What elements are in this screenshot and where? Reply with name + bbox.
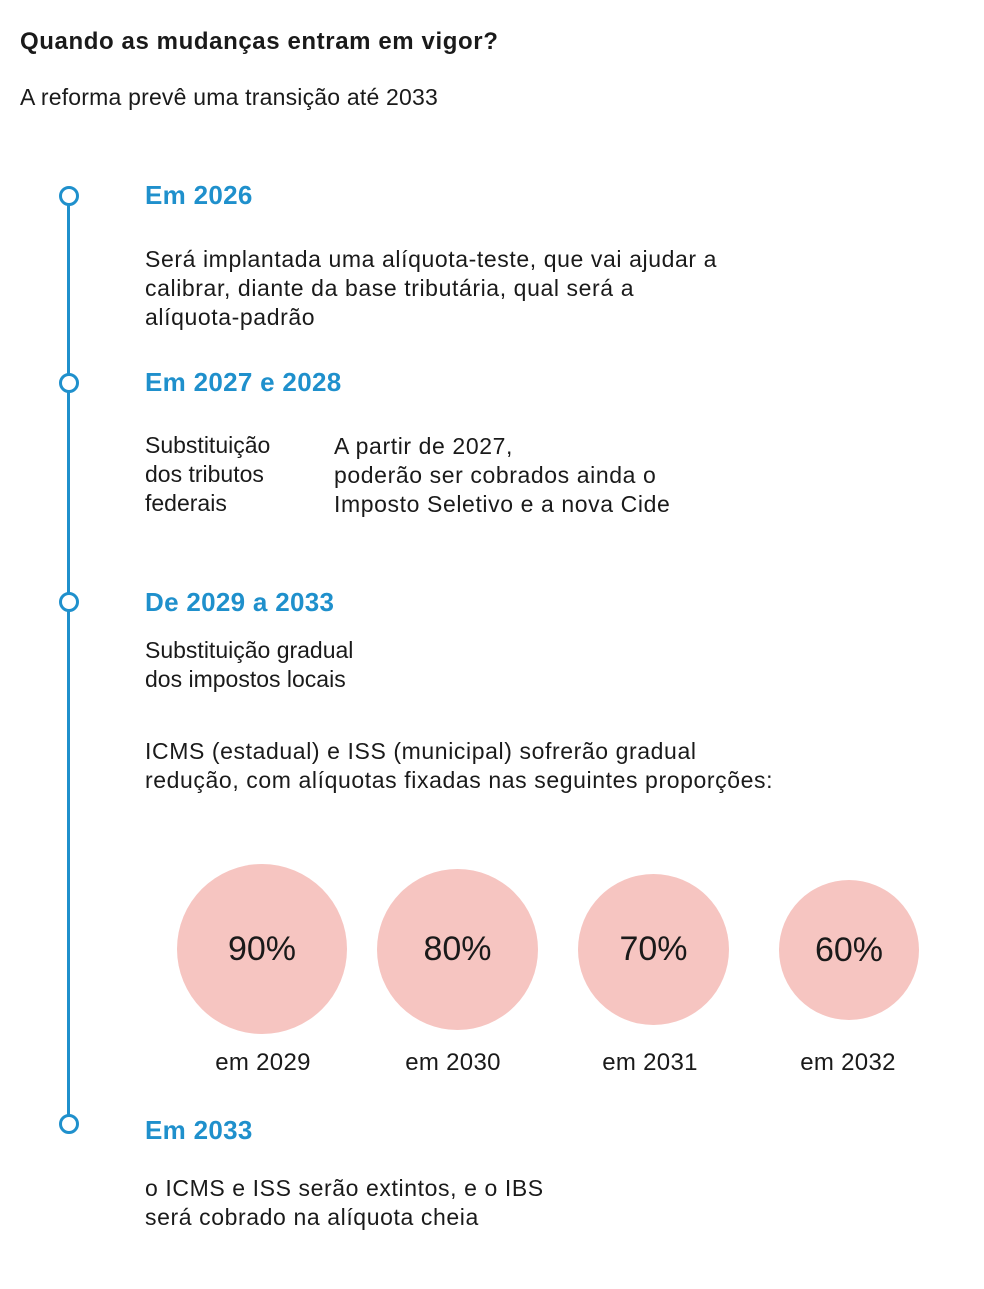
proportion-circle-2029: 90% <box>177 864 347 1034</box>
stage-text-2026: Será implantada uma alíquota-teste, que … <box>145 246 718 330</box>
stage-text-2029-2033: ICMS (estadual) e ISS (municipal) sofrer… <box>145 738 774 793</box>
timeline-marker-2029-2033 <box>59 592 79 612</box>
proportion-value-2031: 70% <box>619 930 688 968</box>
stage-label-2027-2028: Substituição dos tributos federais <box>145 432 271 516</box>
proportion-circle-2032: 60% <box>779 880 919 1020</box>
stage-text-2027-2028: A partir de 2027, poderão ser cobrados a… <box>334 433 671 517</box>
timeline-line <box>67 197 70 1123</box>
stage-text-2033: o ICMS e ISS serão extintos, e o IBS ser… <box>145 1175 544 1230</box>
proportion-year-2031: em 2031 <box>602 1049 698 1076</box>
proportion-value-2030: 80% <box>423 930 492 968</box>
stage-title-2026: Em 2026 <box>145 180 253 210</box>
timeline-marker-2027-2028 <box>59 373 79 393</box>
proportion-value-2029: 90% <box>227 929 297 968</box>
proportion-year-2032: em 2032 <box>800 1049 896 1076</box>
page-subtitle: A reforma prevê uma transição até 2033 <box>20 84 438 110</box>
stage-title-2029-2033: De 2029 a 2033 <box>145 587 335 617</box>
timeline-marker-2033 <box>59 1114 79 1134</box>
proportion-circle-2031: 70% <box>578 874 729 1025</box>
stage-label-2029-2033: Substituição gradual dos impostos locais <box>145 637 354 692</box>
proportion-year-2029: em 2029 <box>215 1049 311 1076</box>
proportion-value-2032: 60% <box>814 930 884 969</box>
page-title: Quando as mudanças entram em vigor? <box>20 28 499 55</box>
proportion-circle-2030: 80% <box>377 869 538 1030</box>
stage-title-2027-2028: Em 2027 e 2028 <box>145 367 342 397</box>
stage-title-2033: Em 2033 <box>145 1115 253 1145</box>
proportion-year-2030: em 2030 <box>405 1049 501 1076</box>
timeline-marker-2026 <box>59 186 79 206</box>
